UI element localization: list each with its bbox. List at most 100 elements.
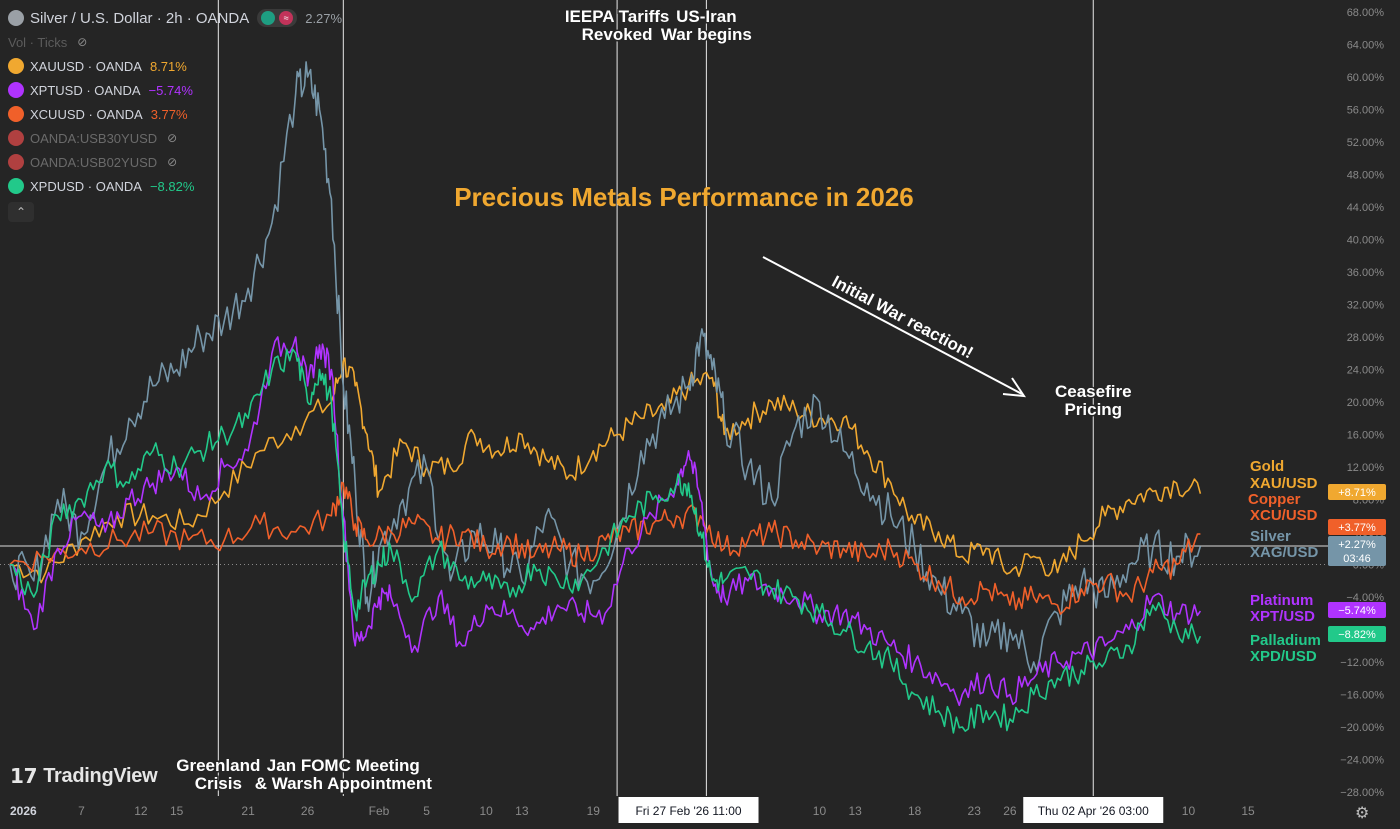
legend-symbol: XPDUSD · OANDA: [30, 178, 142, 194]
legend-symbol: XCUUSD · OANDA: [30, 106, 143, 122]
series-name: Palladium: [1250, 632, 1321, 649]
gear-icon[interactable]: ⚙: [1355, 805, 1370, 822]
legend-item[interactable]: XPDUSD · OANDA −8.82%: [8, 174, 342, 198]
gold-coin-icon: [8, 58, 24, 74]
y-tick-label: −16.00%: [1340, 690, 1384, 702]
event-label: Ceasefire: [1055, 382, 1132, 401]
brand-name: TradingView: [43, 764, 158, 787]
legend-value: 8.71%: [149, 58, 187, 74]
y-tick-label: 48.00%: [1347, 170, 1385, 182]
x-tick-label: 19: [587, 804, 601, 818]
series-code: XCU/USD: [1250, 507, 1318, 524]
eye-slash-icon[interactable]: ⊘: [167, 131, 178, 145]
series-name: Platinum: [1250, 592, 1313, 609]
status-dot-icon: [261, 11, 276, 25]
eye-slash-icon[interactable]: ⊘: [167, 155, 178, 169]
x-tick-label: 12: [134, 804, 148, 818]
y-tick-label: 28.00%: [1347, 332, 1385, 344]
event-label: Pricing: [1064, 400, 1122, 419]
chart-title-annotation: Precious Metals Performance in 2026: [454, 182, 914, 212]
silver-coin-icon: [8, 10, 24, 26]
y-tick-label: 52.00%: [1347, 137, 1385, 149]
series-line-gold[interactable]: [9, 357, 1202, 584]
main-change: 2.27%: [305, 10, 343, 26]
y-tick-label: 40.00%: [1347, 235, 1385, 247]
price-tag-copper: [1328, 519, 1386, 535]
y-tick-label: 64.00%: [1347, 40, 1385, 52]
x-tick-label: 10: [1182, 804, 1196, 818]
tradingview-logo: 17 TradingView: [10, 764, 158, 788]
legend-symbol: XPTUSD · OANDA: [30, 82, 141, 98]
price-tag-value: −8.82%: [1338, 629, 1376, 641]
legend-value: −8.82%: [149, 178, 195, 194]
y-tick-label: 32.00%: [1347, 300, 1385, 312]
event-label: Greenland: [176, 756, 260, 775]
legend-value: −5.74%: [148, 82, 193, 98]
collapse-legend-button[interactable]: ⌃: [8, 202, 34, 222]
event-label: IEEPA Tariffs: [565, 7, 670, 26]
series-code: XAU/USD: [1250, 475, 1318, 492]
legend-item[interactable]: XAUUSD · OANDA 8.71%: [8, 54, 342, 78]
price-tag-gold: [1328, 484, 1386, 500]
x-tick-label: Feb: [369, 804, 390, 818]
y-tick-label: −12.00%: [1340, 657, 1384, 669]
x-tick-label: 26: [1003, 804, 1017, 818]
chart-title[interactable]: Silver / U.S. Dollar · 2h · OANDA: [30, 9, 250, 27]
y-tick-label: −20.00%: [1340, 722, 1384, 734]
series-line-silver[interactable]: [9, 61, 1202, 674]
y-tick-label: 20.00%: [1347, 397, 1385, 409]
copper-coin-icon: [8, 106, 24, 122]
x-tick-label: 26: [301, 804, 315, 818]
series-line-platinum[interactable]: [9, 336, 1202, 707]
tradingview-logo-icon: 17: [10, 764, 38, 788]
price-tag-palladium: [1328, 626, 1386, 642]
legend-item[interactable]: OANDA:USB02YUSD ⊘: [8, 150, 342, 174]
legend-symbol: OANDA:USB30YUSD: [30, 130, 158, 146]
event-label: Revoked: [582, 25, 653, 44]
series-line-palladium[interactable]: [9, 348, 1202, 734]
event-label: US-Iran: [676, 7, 736, 26]
y-tick-label: 36.00%: [1347, 267, 1385, 279]
compare-icon[interactable]: ≈: [279, 11, 294, 25]
legend-value: 3.77%: [150, 106, 188, 122]
price-tag-silver: [1328, 536, 1386, 566]
time-marker-box: [618, 797, 759, 823]
legend-symbol: XAUUSD · OANDA: [30, 58, 142, 74]
main-series-header: Silver / U.S. Dollar · 2h · OANDA ≈ 2.27…: [8, 6, 342, 30]
y-tick-label: 24.00%: [1347, 365, 1385, 377]
us-flag-icon: [8, 154, 24, 170]
series-code: XPT/USD: [1250, 608, 1315, 625]
legend-item[interactable]: XPTUSD · OANDA −5.74%: [8, 78, 342, 102]
x-tick-label: 21: [241, 804, 255, 818]
series-code: XPD/USD: [1250, 648, 1317, 665]
volume-row: Vol · Ticks ⊘: [8, 30, 342, 54]
price-tag-platinum: [1328, 602, 1386, 618]
x-tick-label: 13: [848, 804, 862, 818]
y-tick-label: 44.00%: [1347, 202, 1385, 214]
palladium-coin-icon: [8, 178, 24, 194]
y-tick-label: −4.00%: [1346, 592, 1384, 604]
arrow-head-icon: [1002, 377, 1026, 398]
series-name: Copper: [1248, 491, 1301, 508]
price-tag-value: +3.77%: [1338, 522, 1376, 534]
event-label: War begins: [661, 25, 752, 44]
x-tick-label: 5: [423, 804, 430, 818]
series-name: Gold: [1250, 458, 1284, 475]
x-tick-label: 10: [479, 804, 493, 818]
x-tick-label: 13: [515, 804, 529, 818]
legend-item[interactable]: XCUUSD · OANDA 3.77%: [8, 102, 342, 126]
legend-item[interactable]: OANDA:USB30YUSD ⊘: [8, 126, 342, 150]
series-controls[interactable]: ≈: [257, 9, 298, 27]
x-tick-label: 18: [908, 804, 922, 818]
y-tick-label: 12.00%: [1347, 462, 1385, 474]
time-marker-label: Thu 02 Apr '26 03:00: [1038, 804, 1149, 818]
annotation-arrow: [762, 256, 1023, 395]
series-line-copper[interactable]: [9, 481, 1201, 615]
eye-slash-icon[interactable]: ⊘: [77, 35, 88, 49]
series-code: XAG/USD: [1250, 544, 1319, 561]
annotation-text: Initial War reaction!: [829, 272, 977, 363]
y-tick-label: −28.00%: [1340, 787, 1384, 799]
y-tick-label: 56.00%: [1347, 105, 1385, 117]
series-name: Silver: [1250, 528, 1291, 545]
